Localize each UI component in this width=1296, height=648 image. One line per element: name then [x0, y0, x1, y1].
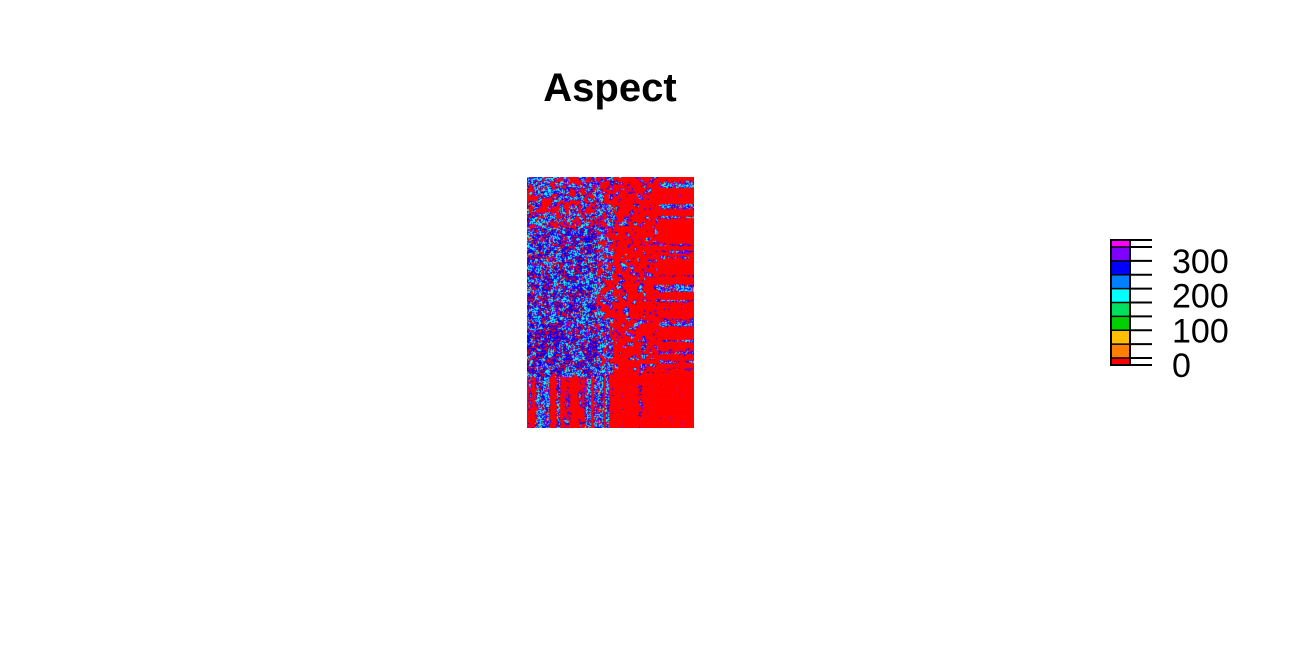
legend-color-block [1111, 246, 1130, 261]
legend-color-bar [1111, 240, 1130, 365]
legend-color-block [1111, 330, 1130, 345]
legend-color-block [1111, 344, 1130, 359]
legend-color-block [1111, 260, 1130, 275]
legend-color-block [1111, 316, 1130, 331]
legend-color-block [1111, 240, 1130, 247]
legend-tick-label: 200 [1172, 278, 1229, 316]
legend-tick-label: 300 [1172, 243, 1229, 281]
aspect-raster [527, 177, 694, 428]
legend-color-block [1111, 358, 1130, 365]
chart-title: Aspect [543, 66, 677, 110]
legend-color-block [1111, 288, 1130, 303]
legend-tick-label: 100 [1172, 312, 1229, 350]
legend-color-block [1111, 302, 1130, 317]
legend-color-block [1111, 274, 1130, 289]
legend-tick-label: 0 [1172, 347, 1191, 385]
